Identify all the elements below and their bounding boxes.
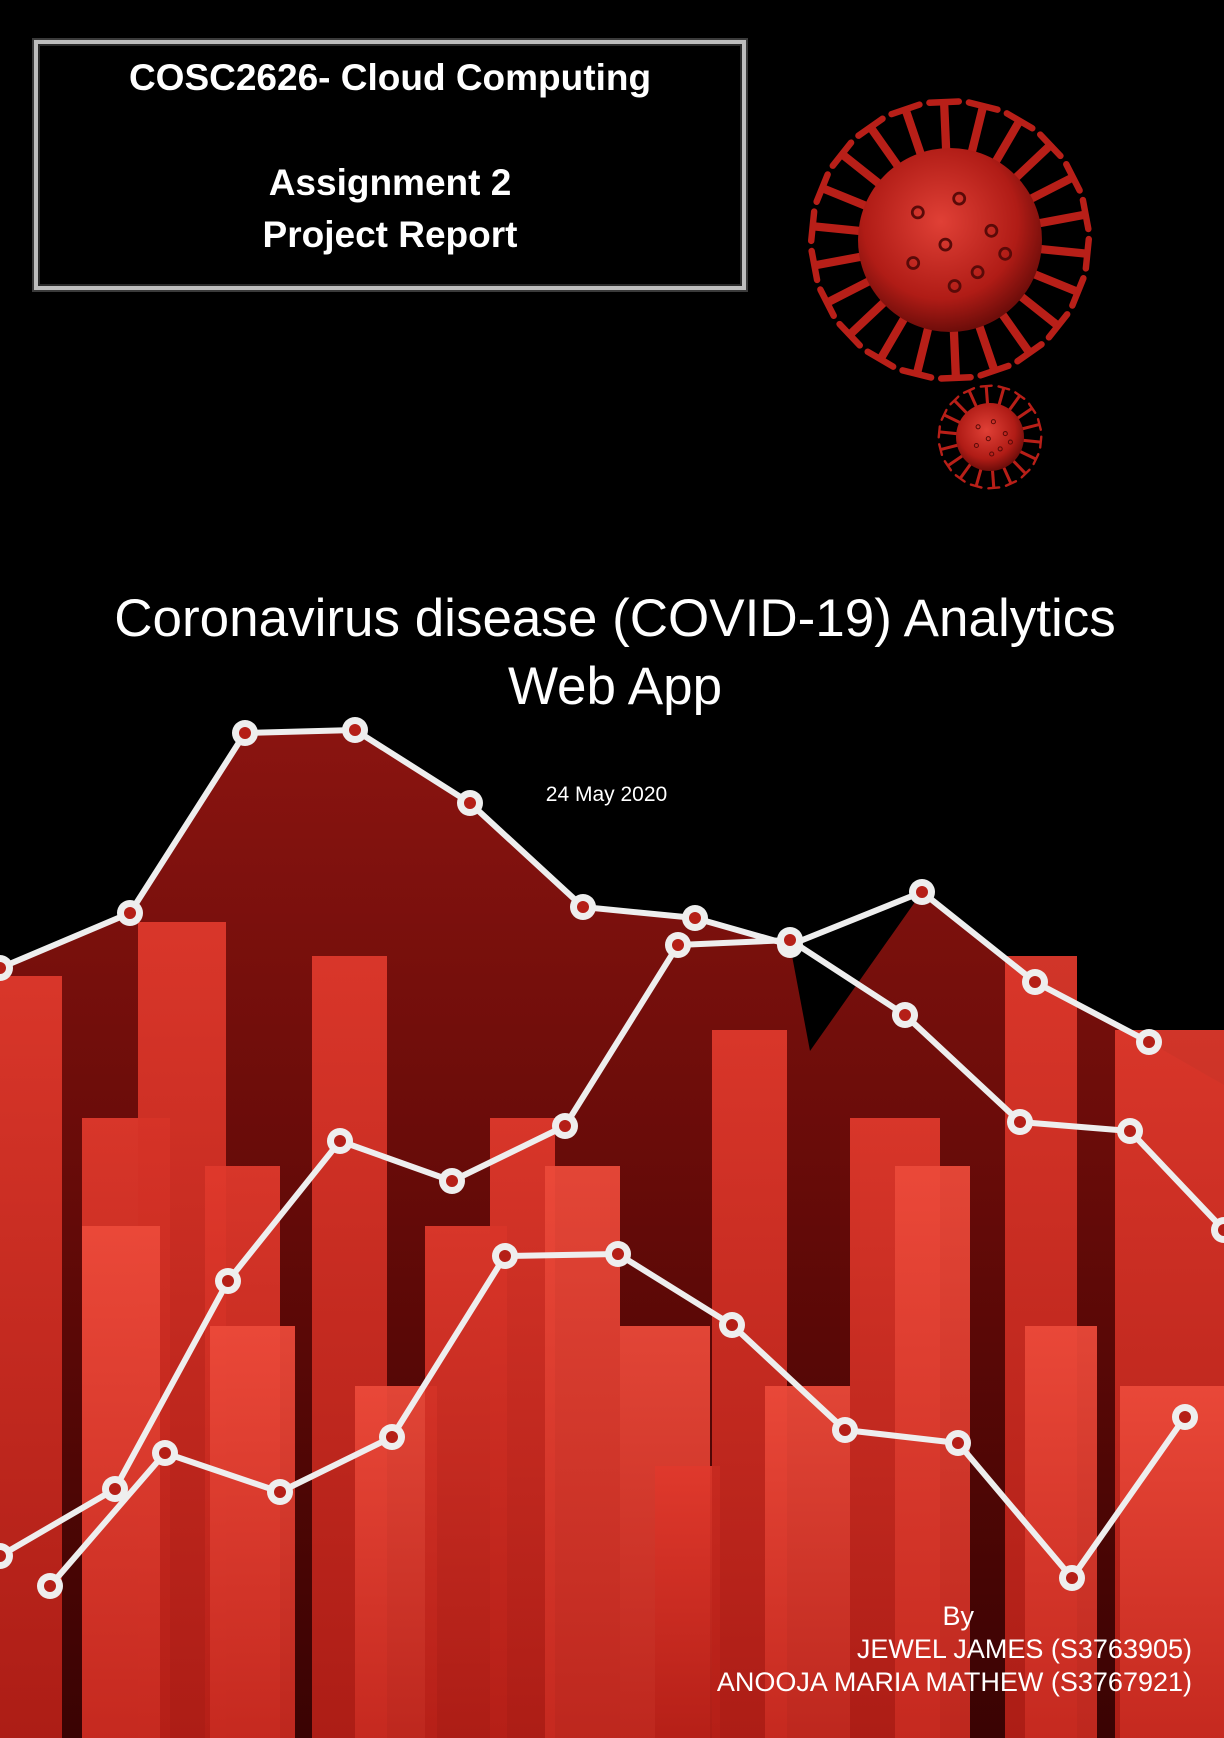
course-title: COSC2626- Cloud Computing [128, 57, 652, 98]
page-title-line1: Coronavirus disease (COVID-19) Analytics [114, 589, 1116, 648]
page-title-line2: Web App [507, 657, 723, 716]
title-frame [34, 40, 746, 290]
author-block: By JEWEL JAMES (S3763905) ANOOJA MARIA M… [572, 1600, 1192, 1699]
report-date: 24 May 2020 [545, 783, 668, 806]
assignment-heading: Assignment 2 Project Report [34, 157, 746, 261]
by-label: By [942, 1601, 974, 1631]
virus-icon-small [937, 384, 1043, 490]
decorative-lines [0, 717, 1224, 1599]
report-type: Project Report [262, 214, 518, 255]
author-name-2: ANOOJA MARIA MATHEW (S3767921) [716, 1667, 1192, 1697]
virus-icon [807, 98, 1093, 382]
page-title: Coronavirus disease (COVID-19) Analytics… [40, 585, 1190, 721]
author-name-1: JEWEL JAMES (S3763905) [856, 1634, 1192, 1664]
assignment-label: Assignment 2 [268, 162, 512, 203]
